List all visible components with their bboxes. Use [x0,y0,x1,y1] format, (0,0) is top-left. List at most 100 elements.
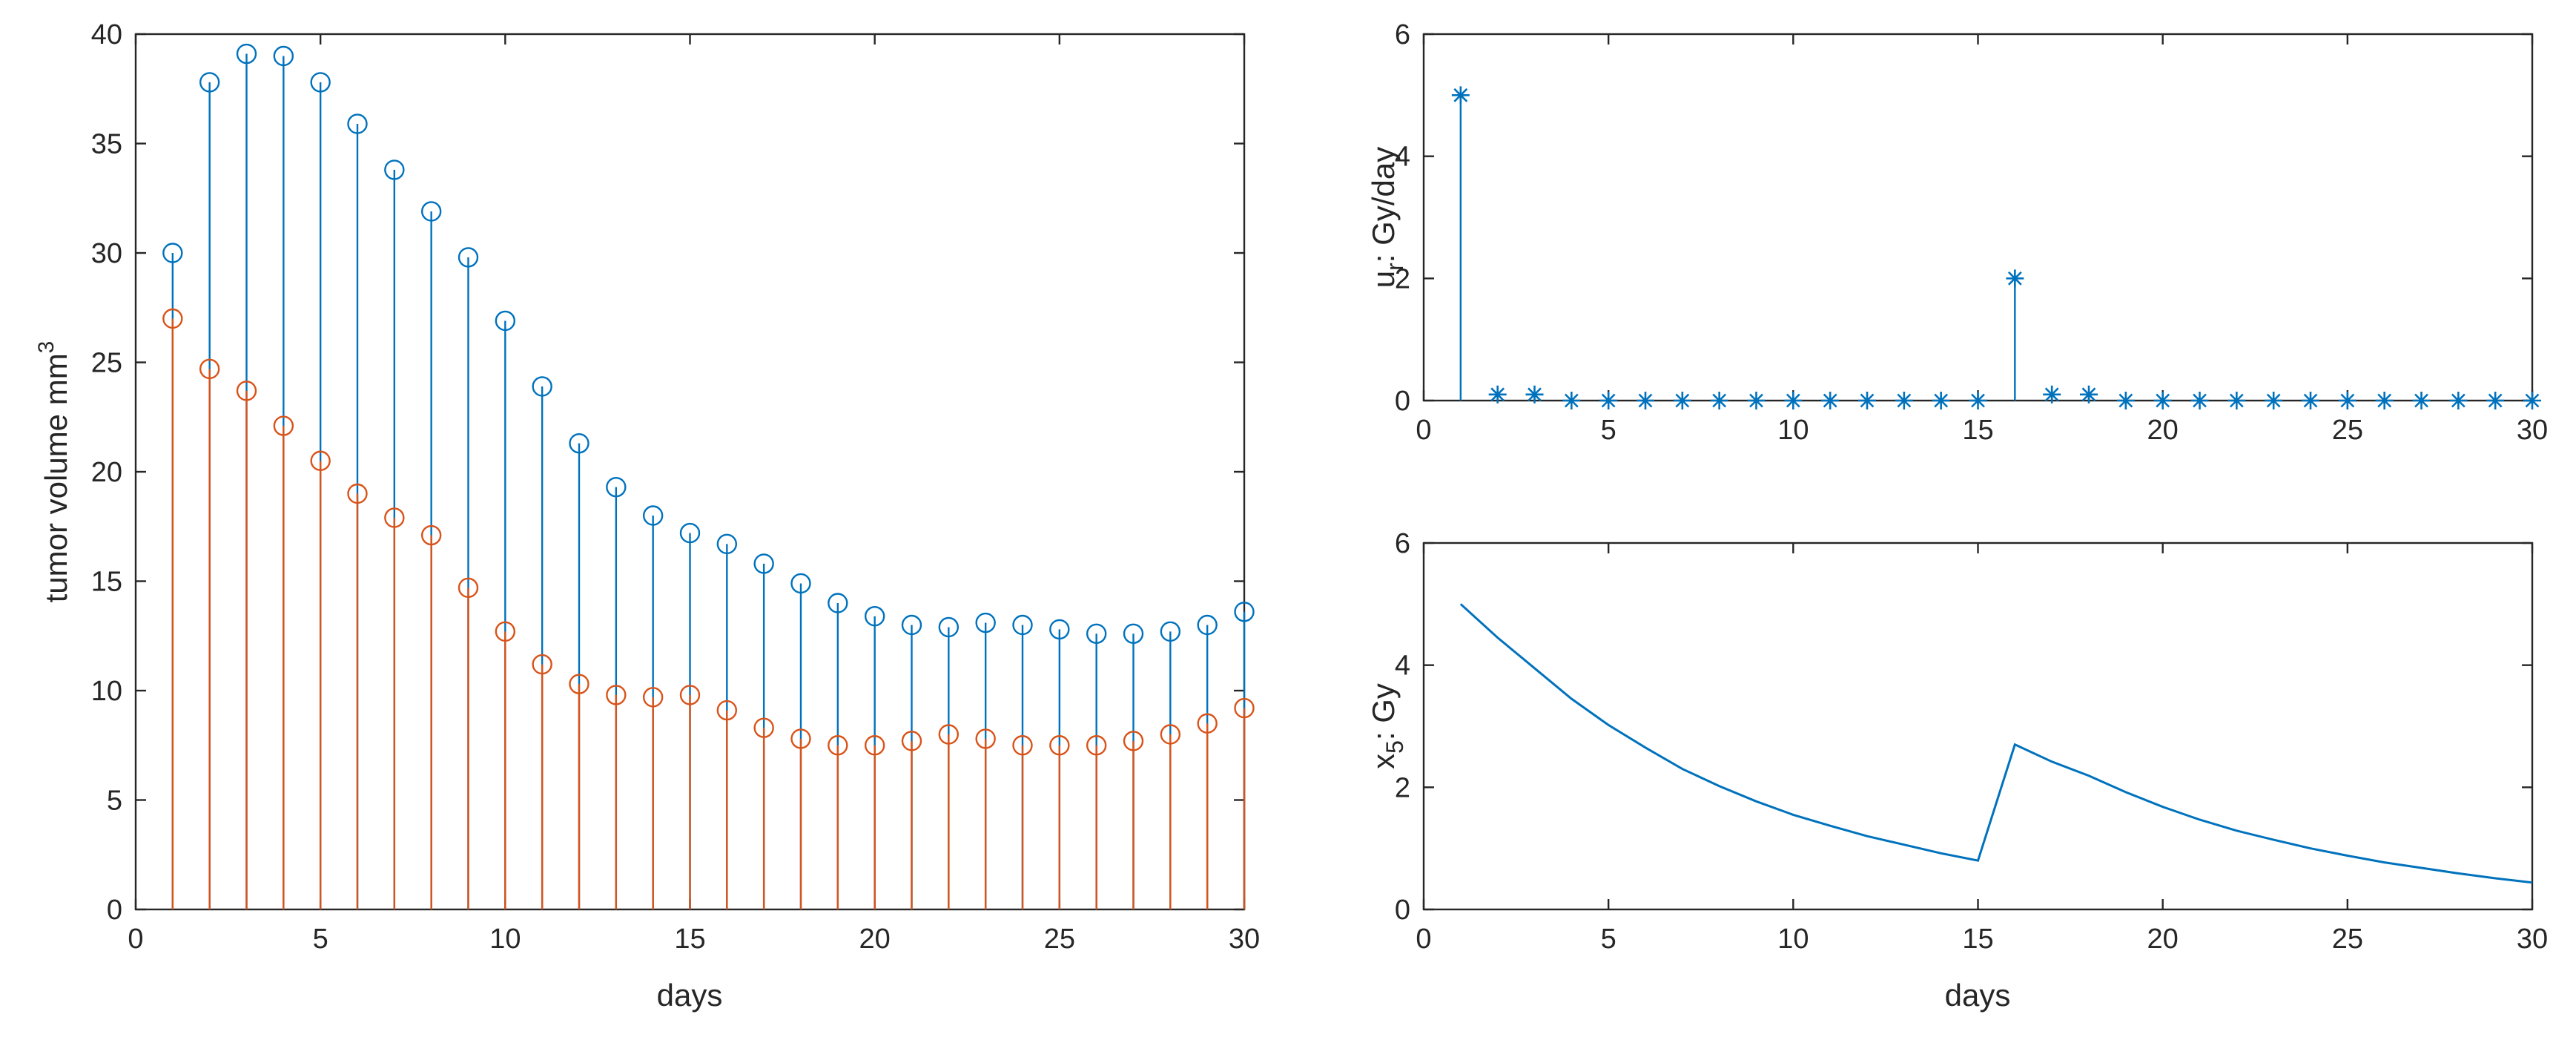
top-right-axes: 0 5 10 15 20 25 30 0 2 4 6 ur: Gy/day [1366,19,2548,446]
top-right-ylabel-subscript: r [1381,263,1408,271]
top-right-xtick-label: 5 [1601,415,1616,446]
left-stem-marker [716,533,738,555]
top-right-stem-marker [1525,385,1544,404]
top-right-stem-marker [1932,392,1950,409]
top-right-stem-marker [2227,392,2246,409]
left-stem-marker [790,573,811,594]
top-right-xtick-label: 25 [2332,415,2363,446]
left-ytick-label: 0 [107,895,122,926]
left-stem-marker [901,731,922,751]
bottom-right-ylabel: x5: Gy [1366,683,1408,769]
top-right-stem-marker [2375,392,2394,409]
left-stem-marker [273,415,294,436]
top-right-ylabel-main: u [1366,271,1401,288]
top-right-ytick-label: 6 [1395,19,1410,50]
top-right-ytick-label: 2 [1395,263,1410,294]
left-stem-marker [828,735,848,756]
top-right-ytick-label: 4 [1395,142,1410,173]
bottom-right-ylabel-rest: : Gy [1366,683,1401,740]
left-ytick-label: 25 [91,348,122,379]
top-right-stem-series [1451,86,2541,409]
left-ytick-label: 40 [91,19,122,50]
left-stem-marker [1197,713,1218,734]
left-stem-marker [199,358,220,380]
left-stem-marker [1012,735,1033,756]
left-stem-marker [532,376,552,397]
left-stem-marker [162,243,183,263]
top-right-axes-frame [1422,33,2534,402]
top-right-stem-marker [2116,392,2135,409]
top-right-stem-marker [1562,392,1581,409]
top-right-ylabel: ur: Gy/day [1366,147,1408,288]
top-right-stem-marker [2080,385,2098,404]
left-ytick-label: 30 [91,238,122,269]
bottom-right-xtick-label: 0 [1416,924,1431,955]
left-xtick-label: 15 [674,924,705,955]
left-stem-marker [938,724,960,745]
bottom-right-xtick-label: 30 [2517,924,2548,955]
left-stem-marker [495,310,516,332]
top-right-stem-marker [2338,392,2357,409]
left-xlabel: days [657,978,723,1013]
left-stem-marker [420,524,442,546]
left-stem-marker [347,113,368,134]
left-stem-marker [716,700,738,721]
top-right-stem-marker [1710,392,1728,409]
left-stem-marker [162,308,183,329]
bottom-right-xtick-label: 20 [2147,924,2179,955]
left-axes: 0 5 10 15 20 25 30 0 5 10 15 20 25 30 35 40 days tumor … [34,19,1260,1013]
left-stem-series [162,43,1255,909]
top-right-stem-marker [1858,392,1876,409]
left-stem-marker [569,432,589,454]
left-xtick-label: 20 [859,924,891,955]
left-stem-marker [864,735,885,756]
left-xtick-label: 30 [1229,924,1260,955]
bottom-right-axes-frame [1422,542,2534,911]
left-ytick-label: 15 [91,567,122,598]
left-stem-marker [310,450,331,471]
bottom-right-ylabel-main: x [1366,754,1401,769]
left-xtick-label: 0 [128,924,143,955]
top-right-xtick-label: 0 [1416,415,1431,446]
left-stem-marker [458,577,479,599]
left-axis-ticks: 0 5 10 15 20 25 30 0 5 10 15 20 25 30 35 40 [91,19,1260,955]
top-right-ytick-label: 0 [1395,386,1410,417]
bottom-right-ylabel-subscript: 5 [1381,740,1408,754]
top-right-stem-marker [2302,392,2319,409]
left-xtick-label: 25 [1044,924,1075,955]
left-stem-marker [495,621,516,642]
top-right-stem-marker [2190,392,2209,409]
left-stem-marker [642,687,664,708]
bottom-right-ytick-label: 4 [1395,651,1410,682]
bottom-right-ytick-label: 0 [1395,895,1410,926]
top-right-stem-marker [1821,392,1840,409]
left-stem-marker [199,72,220,93]
bottom-right-ytick-label: 2 [1395,772,1410,803]
bottom-right-xtick-label: 25 [2332,924,2363,955]
bottom-right-axis-ticks: 0 5 10 15 20 25 30 0 2 4 6 [1395,528,2548,955]
left-stem-marker [642,505,664,526]
bottom-right-line-series [1459,603,2533,884]
bottom-right-ytick-label: 6 [1395,528,1410,559]
left-stem-marker [236,43,257,65]
bottom-right-xtick-label: 5 [1601,924,1616,955]
left-stem-marker [1160,724,1181,745]
top-right-stem-marker [2486,392,2505,409]
top-right-stem-marker [2043,385,2061,404]
bottom-right-xtick-label: 15 [1962,924,1993,955]
left-ytick-label: 20 [91,457,122,488]
left-stem-marker [1160,621,1181,642]
top-right-stem-marker [1673,392,1691,409]
left-stem-marker [1012,614,1033,636]
left-stem-marker [938,616,960,638]
left-ytick-label: 10 [91,676,122,707]
left-stem-marker [975,728,996,749]
top-right-stem-marker [1488,385,1507,404]
left-stem-marker [273,45,294,67]
top-right-stem-marker [2265,392,2283,409]
left-stem-marker [606,685,627,705]
left-ytick-label: 35 [91,129,122,160]
left-stem-marker [1123,623,1144,644]
left-stem-marker [1086,623,1107,644]
left-stem-marker [1123,731,1144,751]
